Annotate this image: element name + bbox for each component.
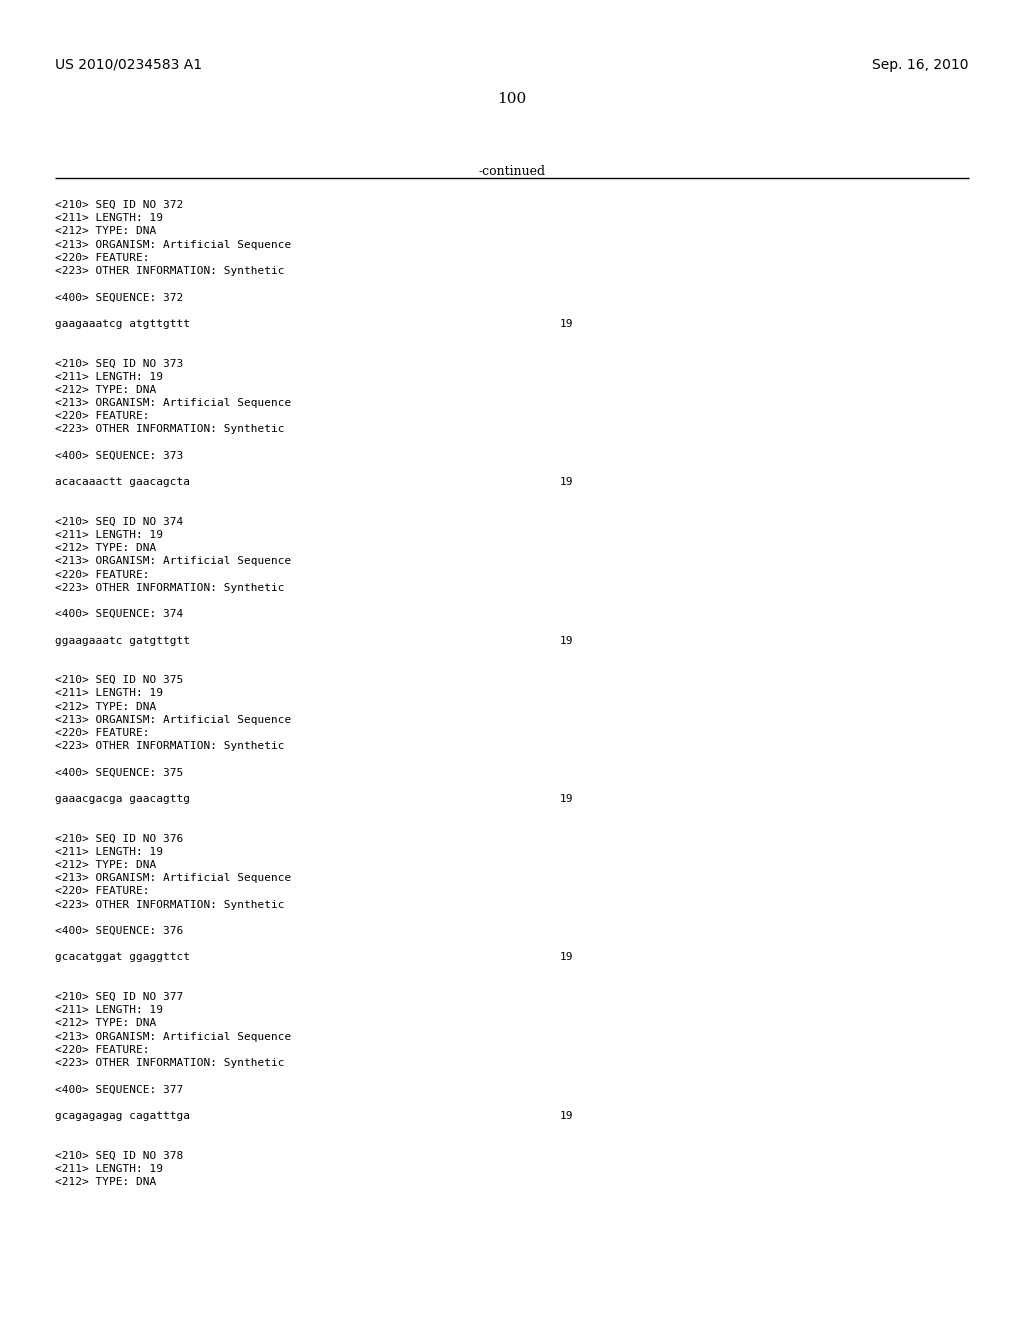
Text: <211> LENGTH: 19: <211> LENGTH: 19 (55, 1164, 163, 1173)
Text: <210> SEQ ID NO 377: <210> SEQ ID NO 377 (55, 993, 183, 1002)
Text: <210> SEQ ID NO 376: <210> SEQ ID NO 376 (55, 834, 183, 843)
Text: <212> TYPE: DNA: <212> TYPE: DNA (55, 544, 157, 553)
Text: ggaagaaatc gatgttgtt: ggaagaaatc gatgttgtt (55, 636, 190, 645)
Text: gcagagagag cagatttga: gcagagagag cagatttga (55, 1111, 190, 1121)
Text: <211> LENGTH: 19: <211> LENGTH: 19 (55, 689, 163, 698)
Text: <220> FEATURE:: <220> FEATURE: (55, 253, 150, 263)
Text: <210> SEQ ID NO 372: <210> SEQ ID NO 372 (55, 201, 183, 210)
Text: 19: 19 (560, 795, 573, 804)
Text: gaagaaatcg atgttgttt: gaagaaatcg atgttgttt (55, 319, 190, 329)
Text: <400> SEQUENCE: 377: <400> SEQUENCE: 377 (55, 1085, 183, 1094)
Text: 100: 100 (498, 92, 526, 106)
Text: acacaaactt gaacagcta: acacaaactt gaacagcta (55, 478, 190, 487)
Text: <212> TYPE: DNA: <212> TYPE: DNA (55, 385, 157, 395)
Text: <220> FEATURE:: <220> FEATURE: (55, 729, 150, 738)
Text: <212> TYPE: DNA: <212> TYPE: DNA (55, 227, 157, 236)
Text: <210> SEQ ID NO 375: <210> SEQ ID NO 375 (55, 676, 183, 685)
Text: <213> ORGANISM: Artificial Sequence: <213> ORGANISM: Artificial Sequence (55, 399, 291, 408)
Text: <223> OTHER INFORMATION: Synthetic: <223> OTHER INFORMATION: Synthetic (55, 742, 285, 751)
Text: 19: 19 (560, 636, 573, 645)
Text: 19: 19 (560, 319, 573, 329)
Text: <211> LENGTH: 19: <211> LENGTH: 19 (55, 1006, 163, 1015)
Text: <223> OTHER INFORMATION: Synthetic: <223> OTHER INFORMATION: Synthetic (55, 425, 285, 434)
Text: <213> ORGANISM: Artificial Sequence: <213> ORGANISM: Artificial Sequence (55, 240, 291, 249)
Text: <400> SEQUENCE: 373: <400> SEQUENCE: 373 (55, 451, 183, 461)
Text: <211> LENGTH: 19: <211> LENGTH: 19 (55, 531, 163, 540)
Text: <220> FEATURE:: <220> FEATURE: (55, 412, 150, 421)
Text: <212> TYPE: DNA: <212> TYPE: DNA (55, 861, 157, 870)
Text: <400> SEQUENCE: 375: <400> SEQUENCE: 375 (55, 768, 183, 777)
Text: <223> OTHER INFORMATION: Synthetic: <223> OTHER INFORMATION: Synthetic (55, 1059, 285, 1068)
Text: <213> ORGANISM: Artificial Sequence: <213> ORGANISM: Artificial Sequence (55, 715, 291, 725)
Text: <210> SEQ ID NO 373: <210> SEQ ID NO 373 (55, 359, 183, 368)
Text: <223> OTHER INFORMATION: Synthetic: <223> OTHER INFORMATION: Synthetic (55, 900, 285, 909)
Text: <220> FEATURE:: <220> FEATURE: (55, 887, 150, 896)
Text: <211> LENGTH: 19: <211> LENGTH: 19 (55, 847, 163, 857)
Text: <210> SEQ ID NO 378: <210> SEQ ID NO 378 (55, 1151, 183, 1160)
Text: <223> OTHER INFORMATION: Synthetic: <223> OTHER INFORMATION: Synthetic (55, 267, 285, 276)
Text: 19: 19 (560, 1111, 573, 1121)
Text: <213> ORGANISM: Artificial Sequence: <213> ORGANISM: Artificial Sequence (55, 874, 291, 883)
Text: <213> ORGANISM: Artificial Sequence: <213> ORGANISM: Artificial Sequence (55, 557, 291, 566)
Text: 19: 19 (560, 953, 573, 962)
Text: <212> TYPE: DNA: <212> TYPE: DNA (55, 702, 157, 711)
Text: <213> ORGANISM: Artificial Sequence: <213> ORGANISM: Artificial Sequence (55, 1032, 291, 1041)
Text: 19: 19 (560, 478, 573, 487)
Text: <223> OTHER INFORMATION: Synthetic: <223> OTHER INFORMATION: Synthetic (55, 583, 285, 593)
Text: <211> LENGTH: 19: <211> LENGTH: 19 (55, 214, 163, 223)
Text: <400> SEQUENCE: 376: <400> SEQUENCE: 376 (55, 927, 183, 936)
Text: gcacatggat ggaggttct: gcacatggat ggaggttct (55, 953, 190, 962)
Text: <220> FEATURE:: <220> FEATURE: (55, 1045, 150, 1055)
Text: US 2010/0234583 A1: US 2010/0234583 A1 (55, 58, 202, 73)
Text: <212> TYPE: DNA: <212> TYPE: DNA (55, 1019, 157, 1028)
Text: <211> LENGTH: 19: <211> LENGTH: 19 (55, 372, 163, 381)
Text: <400> SEQUENCE: 374: <400> SEQUENCE: 374 (55, 610, 183, 619)
Text: <210> SEQ ID NO 374: <210> SEQ ID NO 374 (55, 517, 183, 527)
Text: <220> FEATURE:: <220> FEATURE: (55, 570, 150, 579)
Text: gaaacgacga gaacagttg: gaaacgacga gaacagttg (55, 795, 190, 804)
Text: -continued: -continued (478, 165, 546, 178)
Text: <212> TYPE: DNA: <212> TYPE: DNA (55, 1177, 157, 1187)
Text: Sep. 16, 2010: Sep. 16, 2010 (872, 58, 969, 73)
Text: <400> SEQUENCE: 372: <400> SEQUENCE: 372 (55, 293, 183, 302)
